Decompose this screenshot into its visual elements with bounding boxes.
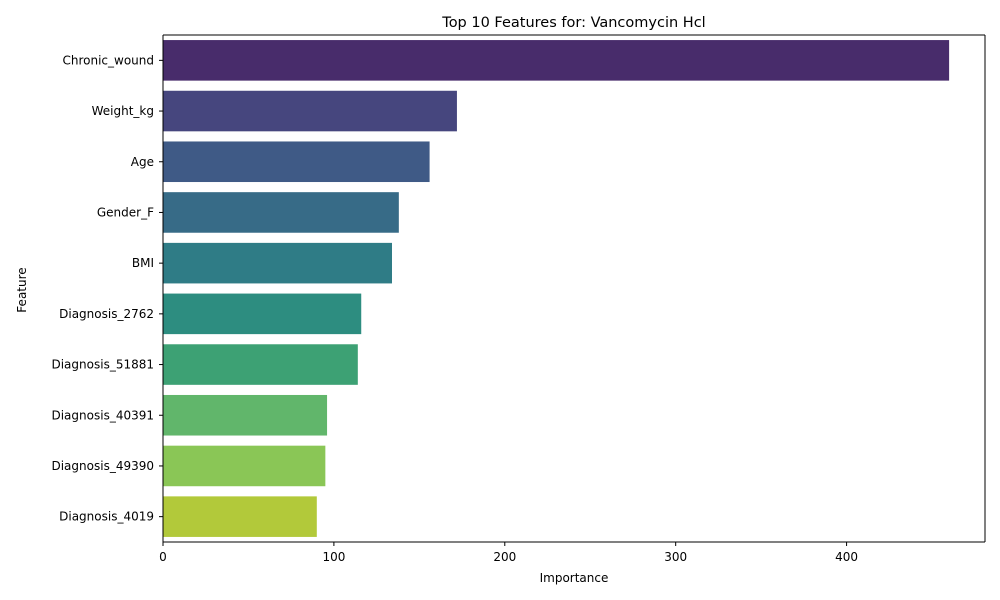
y-ticks-group: Chronic_wound Weight_kg Age Gender_F BMI Diag…: [51, 53, 163, 524]
y-tick-label: Diagnosis_4019: [59, 510, 154, 524]
y-tick-label: Diagnosis_49390: [51, 459, 154, 473]
chart-title: Top 10 Features for: Vancomycin Hcl: [441, 15, 705, 31]
bar-gender-f: [163, 192, 399, 233]
x-tick-label: 100: [322, 550, 345, 564]
y-tick-label: Age: [131, 155, 154, 169]
bar-chronic-wound: [163, 40, 950, 81]
y-tick-label: Diagnosis_40391: [51, 408, 154, 422]
y-tick-label: Diagnosis_2762: [59, 307, 154, 321]
x-axis-label: Importance: [540, 571, 609, 585]
bar-diagnosis-51881: [163, 344, 358, 385]
bar-diagnosis-49390: [163, 445, 326, 487]
bar-bmi: [163, 242, 392, 284]
x-tick-label: 0: [159, 550, 167, 564]
x-tick-label: 300: [664, 550, 687, 564]
bar-diagnosis-4019: [163, 496, 317, 537]
x-ticks-group: 0 100 200 300 400: [159, 542, 858, 564]
x-tick-label: 200: [493, 550, 516, 564]
y-tick-label: Chronic_wound: [62, 53, 154, 67]
y-tick-label: Gender_F: [97, 205, 154, 219]
x-tick-label: 400: [835, 550, 858, 564]
bar-age: [163, 141, 430, 183]
y-tick-label: Diagnosis_51881: [51, 358, 154, 372]
bar-diagnosis-2762: [163, 293, 362, 335]
bars-group: [163, 40, 950, 537]
y-axis-label: Feature: [15, 267, 29, 312]
bar-diagnosis-40391: [163, 394, 328, 436]
y-tick-label: BMI: [132, 256, 154, 270]
bar-weight-kg: [163, 90, 457, 132]
y-tick-label: Weight_kg: [92, 104, 154, 118]
axis-spines: [162, 34, 986, 543]
